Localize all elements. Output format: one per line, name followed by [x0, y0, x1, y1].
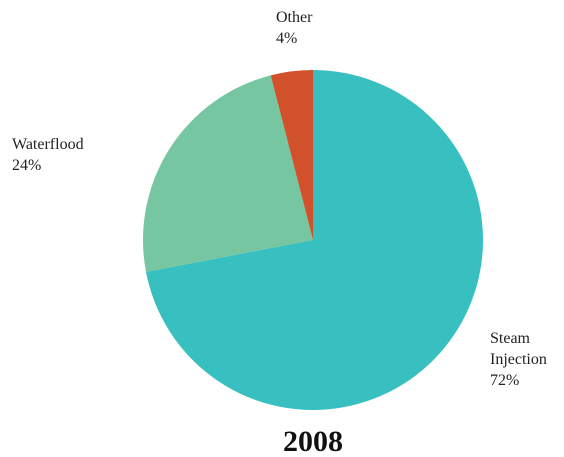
pie-slice-other: [270, 70, 313, 240]
slice-label-waterflood: Waterflood 24%: [12, 136, 84, 174]
chart-title: 2008: [283, 425, 343, 457]
pie-slices: [142, 70, 483, 410]
slice-label-other: Other 4%: [276, 9, 313, 47]
slice-labels: Steam Injection 72% Waterflood 24% Other 4%: [12, 9, 547, 389]
slice-label-steam-injection: Steam Injection 72%: [490, 330, 547, 389]
pie-slice-steam-injection: [146, 70, 483, 410]
pie-slice-waterflood: [142, 75, 313, 272]
